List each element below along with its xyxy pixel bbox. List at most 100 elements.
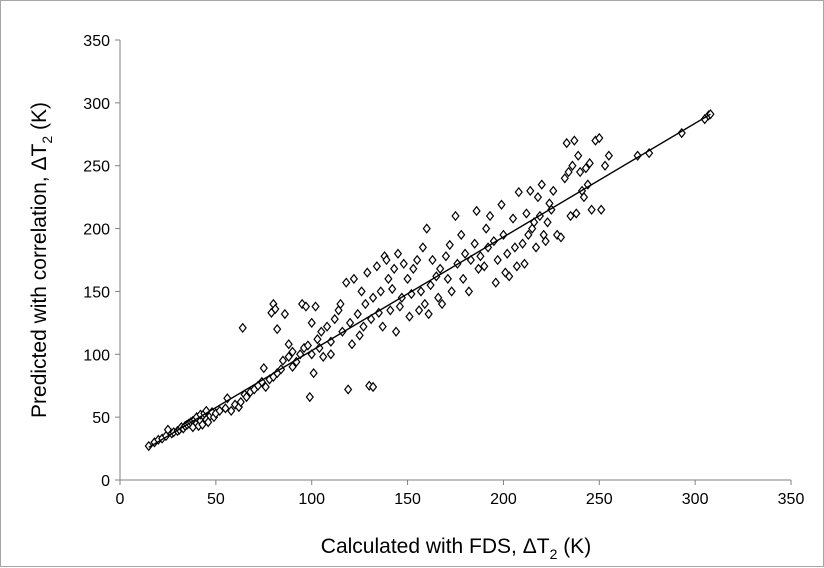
- data-point: [319, 351, 328, 362]
- data-point: [355, 330, 364, 341]
- x-tick-label: 200: [490, 491, 517, 508]
- data-point: [273, 323, 282, 335]
- data-point: [144, 440, 153, 452]
- x-axis-title: Calculated with FDS, ΔT2 (K): [321, 535, 591, 562]
- data-point: [227, 405, 236, 417]
- data-point: [499, 229, 508, 241]
- data-point: [480, 261, 489, 272]
- data-point: [572, 208, 581, 219]
- data-point: [414, 305, 424, 316]
- data-point: [418, 242, 428, 253]
- data-point: [457, 229, 466, 241]
- data-point: [541, 235, 550, 247]
- data-point: [405, 311, 414, 322]
- data-point: [409, 263, 418, 274]
- data-point: [215, 405, 224, 417]
- data-point: [313, 334, 322, 345]
- data-point: [330, 313, 339, 325]
- data-point: [426, 279, 435, 291]
- data-point: [322, 321, 332, 332]
- data-point: [595, 132, 604, 144]
- y-tick-label: 0: [101, 473, 110, 490]
- data-point: [395, 301, 405, 312]
- data-point: [533, 191, 543, 203]
- data-point: [472, 205, 481, 217]
- y-tick-label: 300: [83, 96, 110, 113]
- data-point: [564, 166, 573, 178]
- y-tick-label: 200: [83, 222, 110, 239]
- x-tick-label: 100: [298, 491, 325, 508]
- data-point: [303, 340, 313, 351]
- data-point: [497, 199, 506, 210]
- data-point: [422, 223, 431, 234]
- data-point: [361, 298, 370, 310]
- data-point: [543, 217, 552, 228]
- data-point: [501, 267, 510, 278]
- data-point: [524, 229, 533, 241]
- data-point: [372, 261, 382, 272]
- data-point: [493, 254, 502, 266]
- data-point: [344, 384, 353, 395]
- data-point: [384, 273, 393, 285]
- data-point: [368, 381, 378, 393]
- data-point: [510, 242, 520, 253]
- data-point: [161, 430, 171, 442]
- data-point: [575, 166, 585, 178]
- data-point: [288, 346, 297, 357]
- data-point: [298, 298, 307, 310]
- data-point: [393, 248, 403, 259]
- data-point: [284, 351, 293, 362]
- data-point: [403, 273, 412, 285]
- data-point: [520, 258, 529, 269]
- data-point: [522, 208, 531, 219]
- data-point: [261, 381, 270, 393]
- data-point: [447, 286, 456, 297]
- data-point: [420, 298, 429, 310]
- x-tick-label: 50: [207, 491, 225, 508]
- data-point: [436, 263, 445, 274]
- data-point: [489, 235, 498, 247]
- data-point: [399, 258, 408, 269]
- data-point: [416, 286, 426, 297]
- data-point: [368, 292, 378, 303]
- y-axis-title: Predicted with correlation, ΔT2 (K): [28, 102, 55, 418]
- data-point: [390, 263, 399, 274]
- data-point: [581, 163, 590, 174]
- data-point: [482, 223, 491, 234]
- data-point: [441, 251, 451, 262]
- data-point: [476, 251, 485, 262]
- data-point: [345, 317, 355, 329]
- data-point: [236, 396, 245, 408]
- trendline: [148, 113, 711, 448]
- data-point: [460, 248, 470, 259]
- data-point: [349, 273, 359, 285]
- data-point: [560, 173, 569, 184]
- tick-layer: 0 50 100 150 200 250 300 350 0 50 100 150 200 250 300 3…: [83, 33, 804, 508]
- data-point: [566, 210, 575, 222]
- data-point: [428, 254, 437, 266]
- data-point: [514, 186, 523, 198]
- data-point: [347, 339, 357, 350]
- data-point: [526, 185, 535, 197]
- data-point: [382, 254, 391, 266]
- data-point: [413, 254, 422, 266]
- data-point: [587, 204, 596, 215]
- x-tick-label: 300: [682, 491, 709, 508]
- data-point: [512, 261, 521, 272]
- data-point: [242, 391, 251, 403]
- data-point: [301, 301, 311, 312]
- data-point: [336, 298, 345, 310]
- data-point: [443, 273, 452, 285]
- data-point: [466, 254, 475, 266]
- data-point: [585, 158, 594, 169]
- y-tick-label: 350: [83, 33, 110, 50]
- data-point: [280, 308, 290, 320]
- data-point: [259, 362, 268, 374]
- data-point: [353, 308, 362, 320]
- data-point: [326, 349, 336, 360]
- data-point: [531, 242, 541, 253]
- data-point: [552, 229, 562, 241]
- data-point: [508, 213, 518, 224]
- data-point: [198, 419, 207, 430]
